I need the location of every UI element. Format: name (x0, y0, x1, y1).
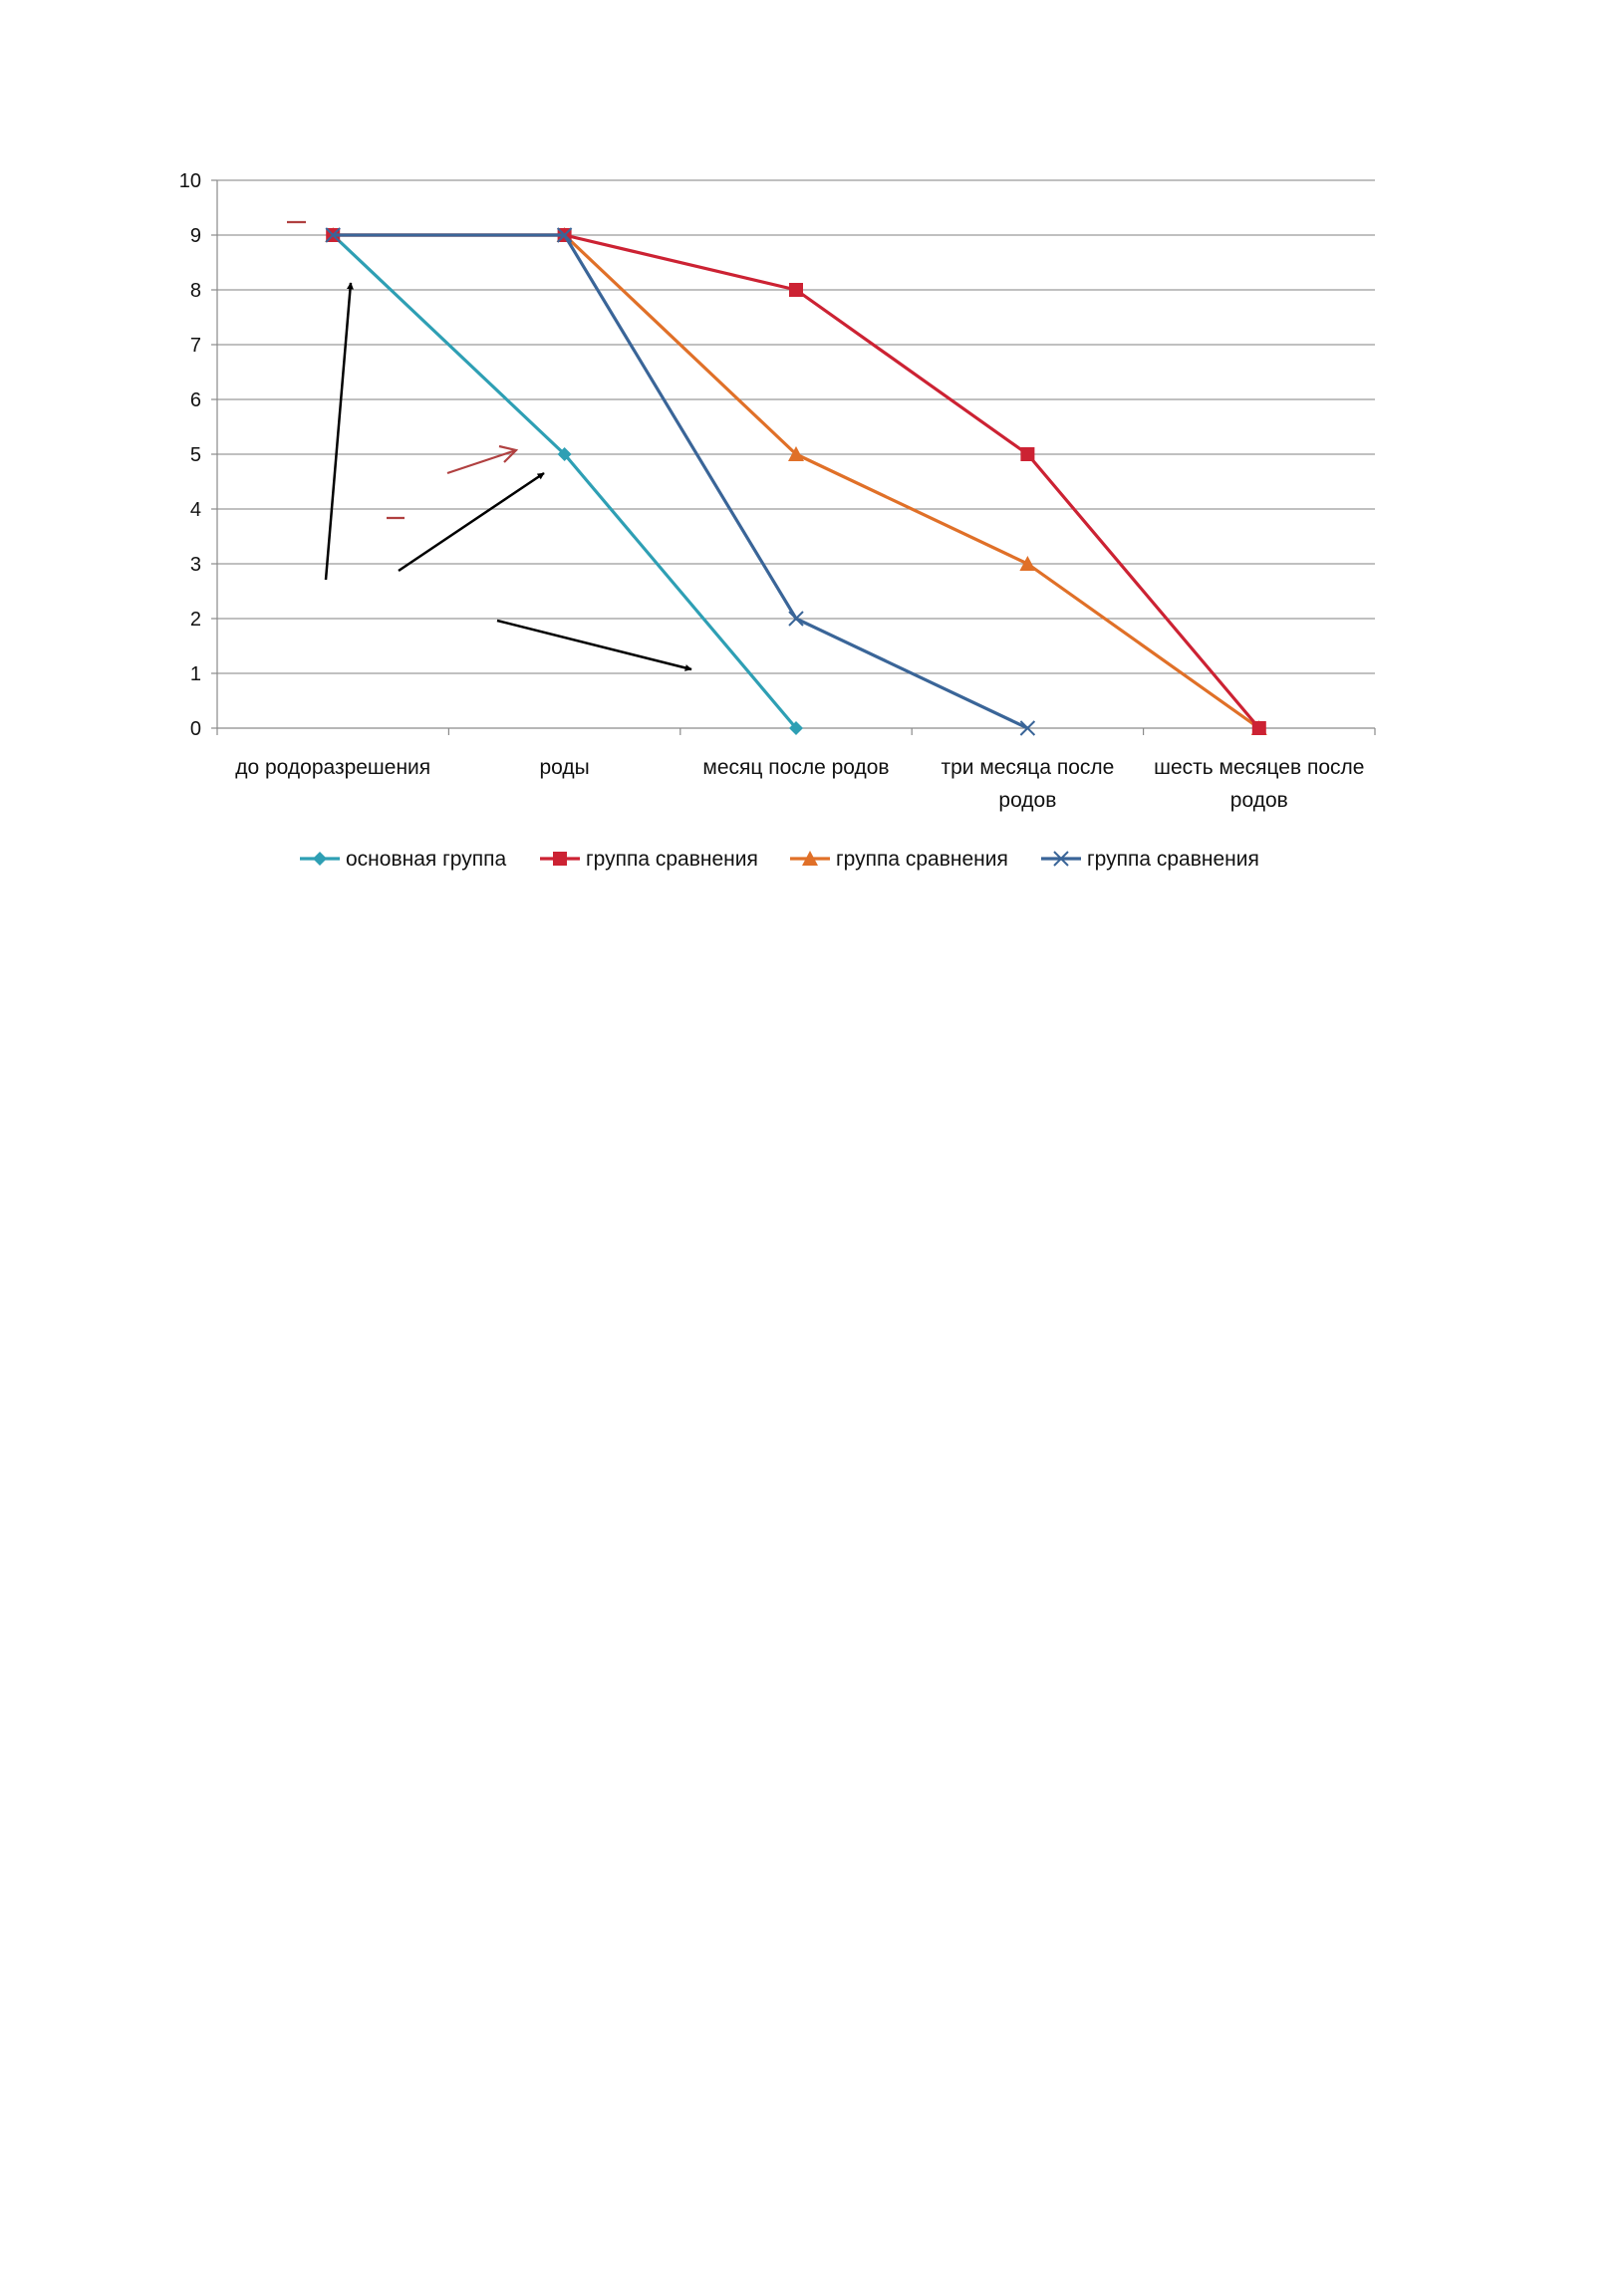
legend-item-4: группа сравнения (1041, 848, 1259, 871)
series-line (333, 233, 1029, 730)
y-tick-label: 6 (190, 389, 201, 411)
legend-swatch-marker (553, 852, 567, 866)
series-4 (325, 227, 1036, 736)
x-tick-label: роды (539, 756, 589, 779)
annotation-arrow-3 (496, 619, 692, 671)
data-point (789, 283, 803, 297)
legend-swatch-marker (1053, 851, 1069, 867)
y-tick-label: 4 (190, 499, 201, 521)
series-1 (326, 228, 803, 735)
x-tick-label: три месяца после родов (941, 756, 1114, 812)
legend-label: группа сравнения (1087, 848, 1259, 871)
data-point (789, 721, 803, 735)
y-tick-label: 9 (190, 225, 201, 247)
x-tick-label: шесть месяцев после родов (1154, 756, 1364, 812)
legend: основная группа группа сравнения группа ср… (300, 848, 1259, 871)
data-point (1019, 556, 1036, 571)
y-tick-label: 5 (190, 444, 201, 466)
annotation-red-arrow (446, 444, 519, 475)
gridlines (217, 179, 1375, 674)
data-point (788, 611, 804, 627)
legend-swatch-marker (313, 852, 327, 866)
legend-item-3: группа сравнения (790, 848, 1008, 871)
data-point (325, 227, 341, 243)
x-tick-label: месяц после родов (702, 756, 889, 779)
y-tick-label: 1 (190, 663, 201, 685)
y-tick-label: 0 (190, 718, 201, 740)
legend-item-2: группа сравнения (540, 848, 758, 871)
series-line (333, 233, 1260, 730)
legend-label: основная группа (346, 848, 506, 871)
annotation-arrow-2 (398, 471, 545, 573)
y-tick-label: 10 (179, 170, 201, 192)
series-line (333, 233, 1261, 730)
data-point (788, 446, 804, 461)
data-point (556, 227, 573, 243)
legend-label: группа сравнения (586, 848, 758, 871)
y-tick-label: 3 (190, 554, 201, 576)
legend-item-1: основная группа (300, 848, 506, 871)
series-line (332, 233, 798, 730)
y-tick-label: 7 (190, 335, 201, 357)
series-layer (325, 227, 1267, 736)
legend-label: группа сравнения (836, 848, 1008, 871)
axes: 0 1 2 3 4 5 6 7 8 9 10 до родоразрешения роды месяц п… (179, 170, 1376, 812)
annotations (287, 220, 692, 671)
x-tick-label: до родоразрешения (235, 756, 430, 779)
series-2 (326, 228, 1266, 735)
y-tick-label: 8 (190, 280, 201, 302)
data-point (1019, 720, 1036, 736)
annotation-arrow-1 (324, 282, 354, 581)
series-3 (325, 227, 1267, 735)
data-point (557, 447, 572, 461)
legend-swatch-marker (802, 851, 818, 866)
data-point (1020, 447, 1035, 461)
data-point (1251, 721, 1266, 735)
y-tick-label: 2 (190, 609, 201, 631)
